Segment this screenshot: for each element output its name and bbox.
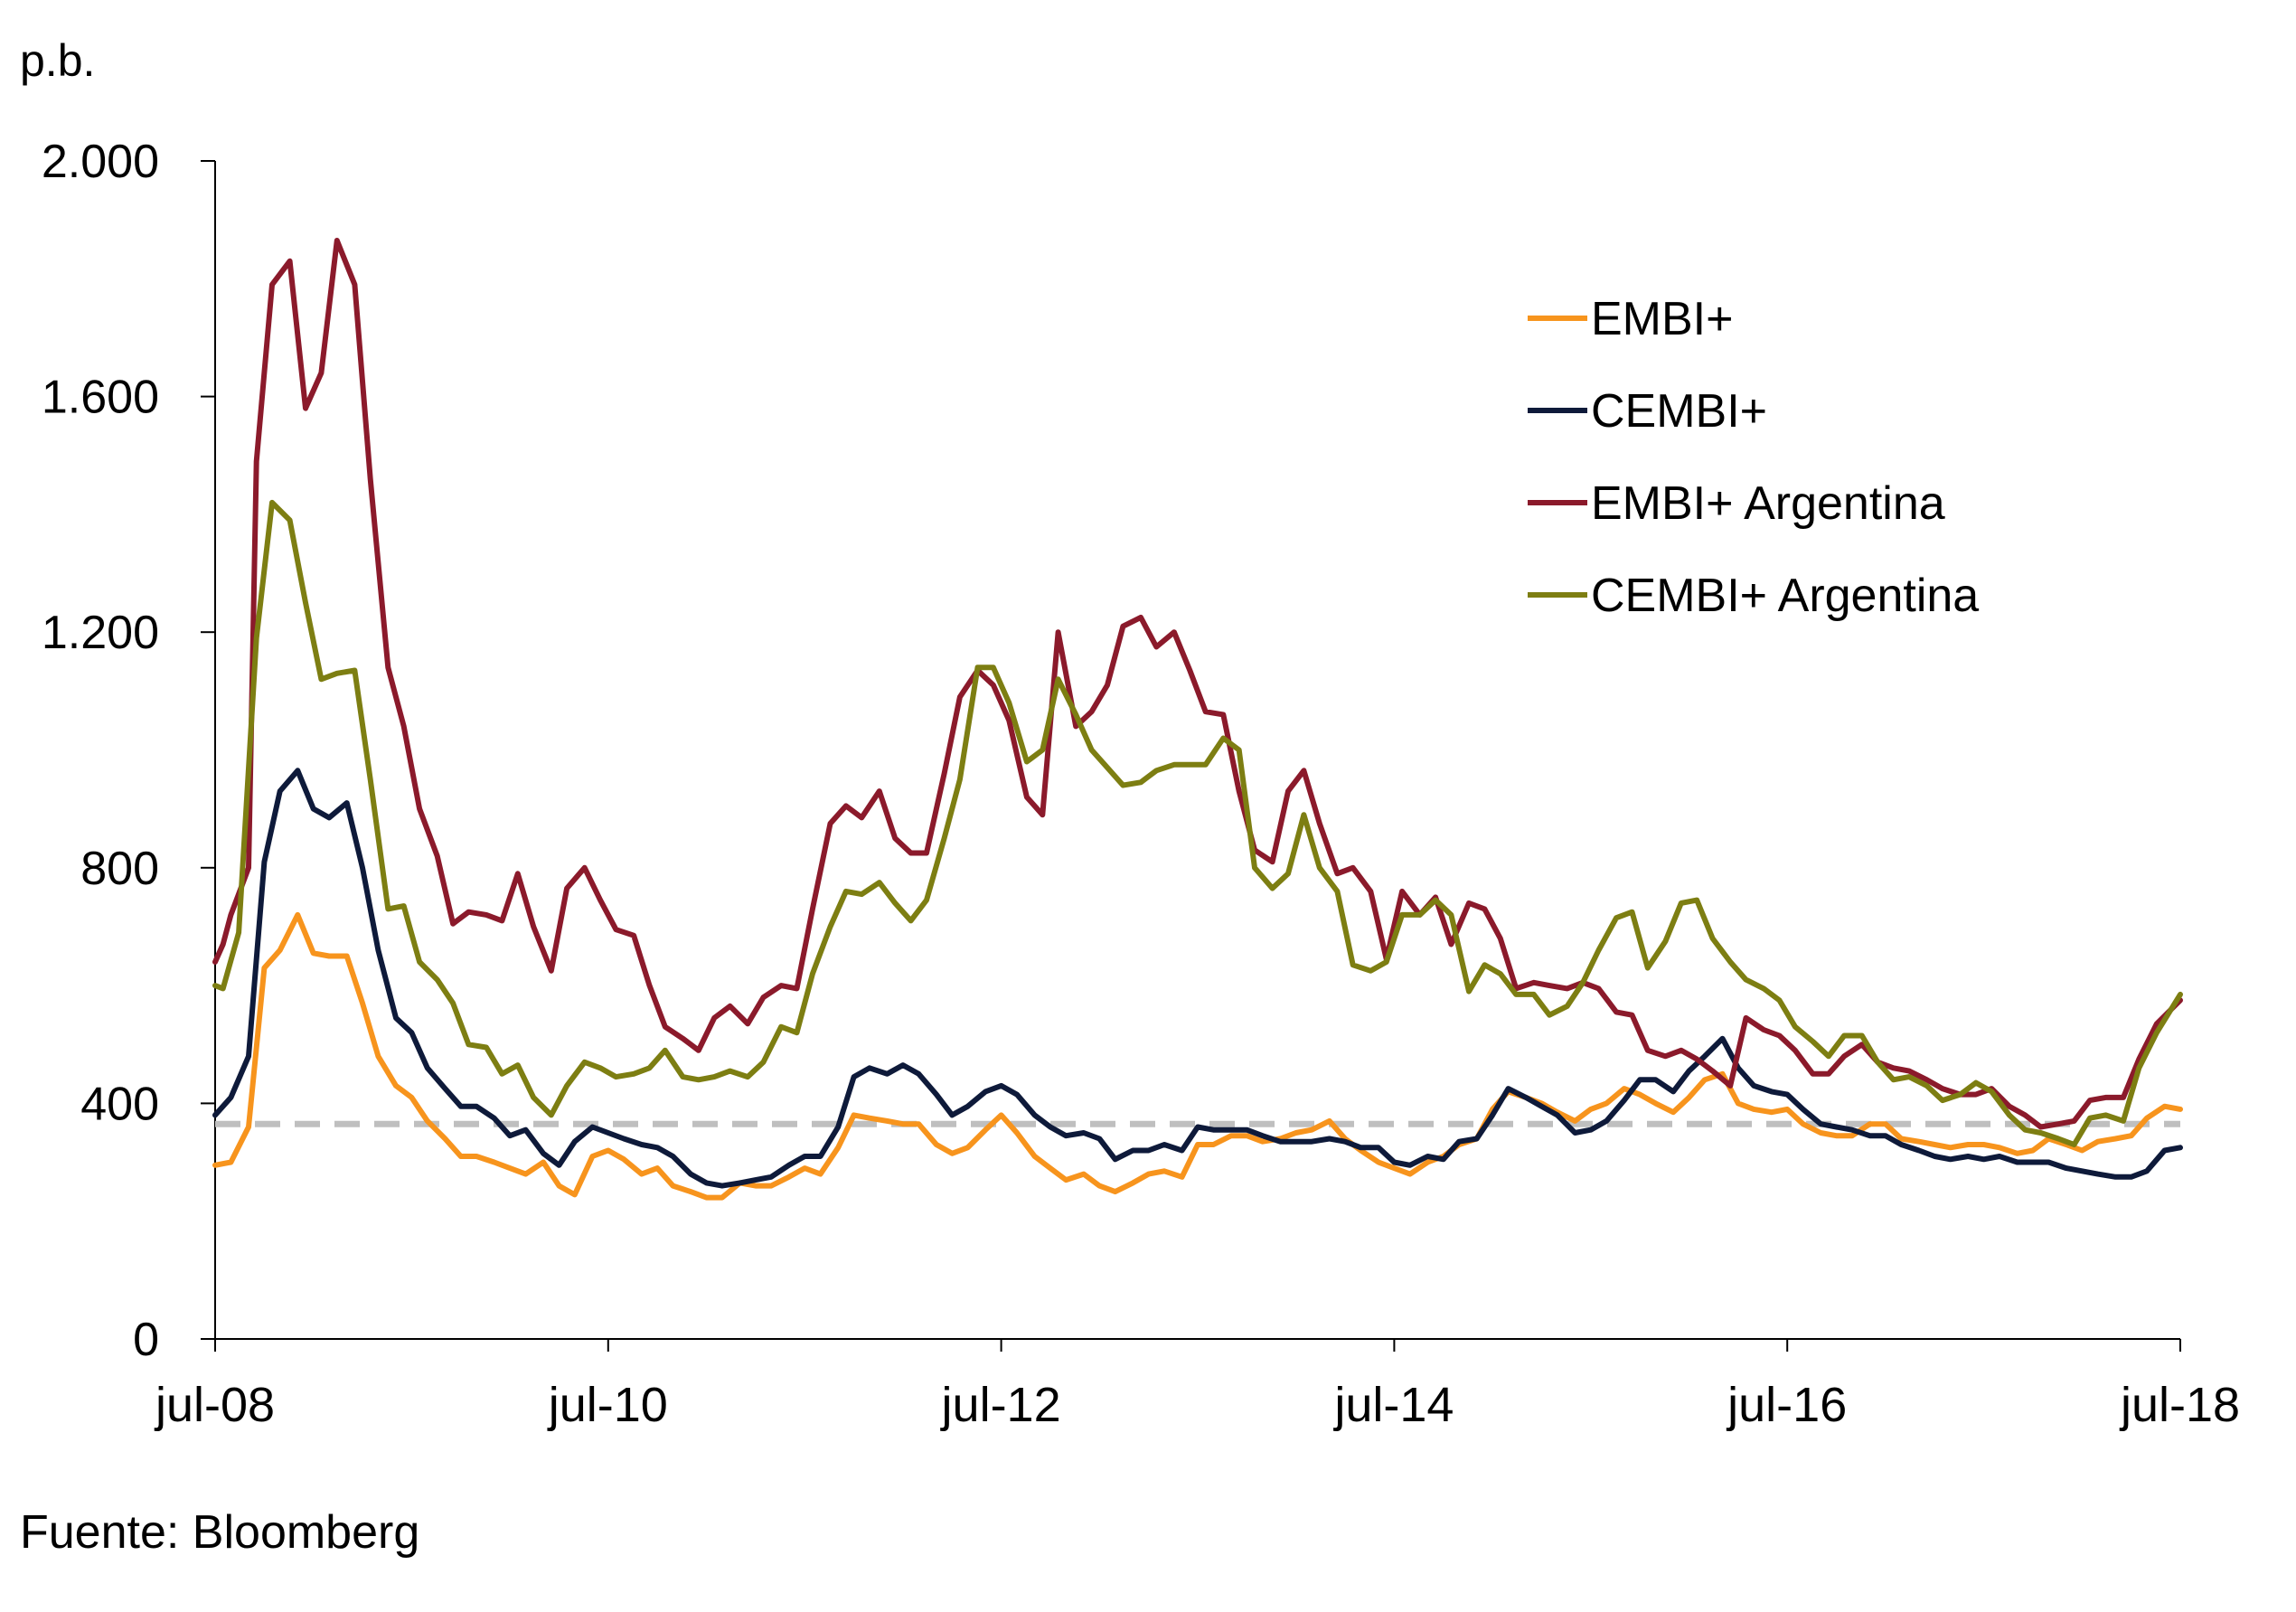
x-axis: jul-08 jul-10 jul-12 jul-14 jul-16 jul-18 (154, 1338, 2240, 1432)
series-line-cembi (212, 768, 2183, 1189)
series-line-cembi-argentina (212, 499, 2183, 1147)
y-tick-label: 2.000 (42, 136, 159, 188)
y-tick-label: 400 (80, 1078, 159, 1130)
y-tick-label: 0 (133, 1314, 159, 1366)
y-axis-unit-label: p.b. (20, 35, 96, 86)
series-line-embi (212, 911, 2183, 1201)
x-tick-label: jul-18 (2119, 1378, 2240, 1432)
series-line-embi-argentina (212, 238, 2183, 1130)
y-tick-label: 1.200 (42, 607, 159, 659)
legend: EMBI+ CEMBI+ EMBI+ Argentina CEMBI+ Argenti… (1528, 293, 1979, 622)
x-tick-label: jul-10 (547, 1378, 668, 1432)
y-axis: 0 400 800 1.200 1.600 2.000 (42, 136, 216, 1366)
x-tick-label: jul-08 (154, 1378, 275, 1432)
legend-label: CEMBI+ (1591, 385, 1767, 438)
legend-label: CEMBI+ Argentina (1591, 570, 1979, 622)
legend-label: EMBI+ Argentina (1591, 477, 1945, 530)
x-tick-label: jul-14 (1332, 1378, 1454, 1432)
y-tick-label: 800 (80, 843, 159, 895)
series-group (212, 238, 2183, 1201)
source-note: Fuente: Bloomberg (20, 1506, 420, 1559)
x-tick-label: jul-12 (940, 1378, 1061, 1432)
y-tick-label: 1.600 (42, 372, 159, 424)
legend-label: EMBI+ (1591, 293, 1734, 345)
x-tick-label: jul-16 (1726, 1378, 1847, 1432)
